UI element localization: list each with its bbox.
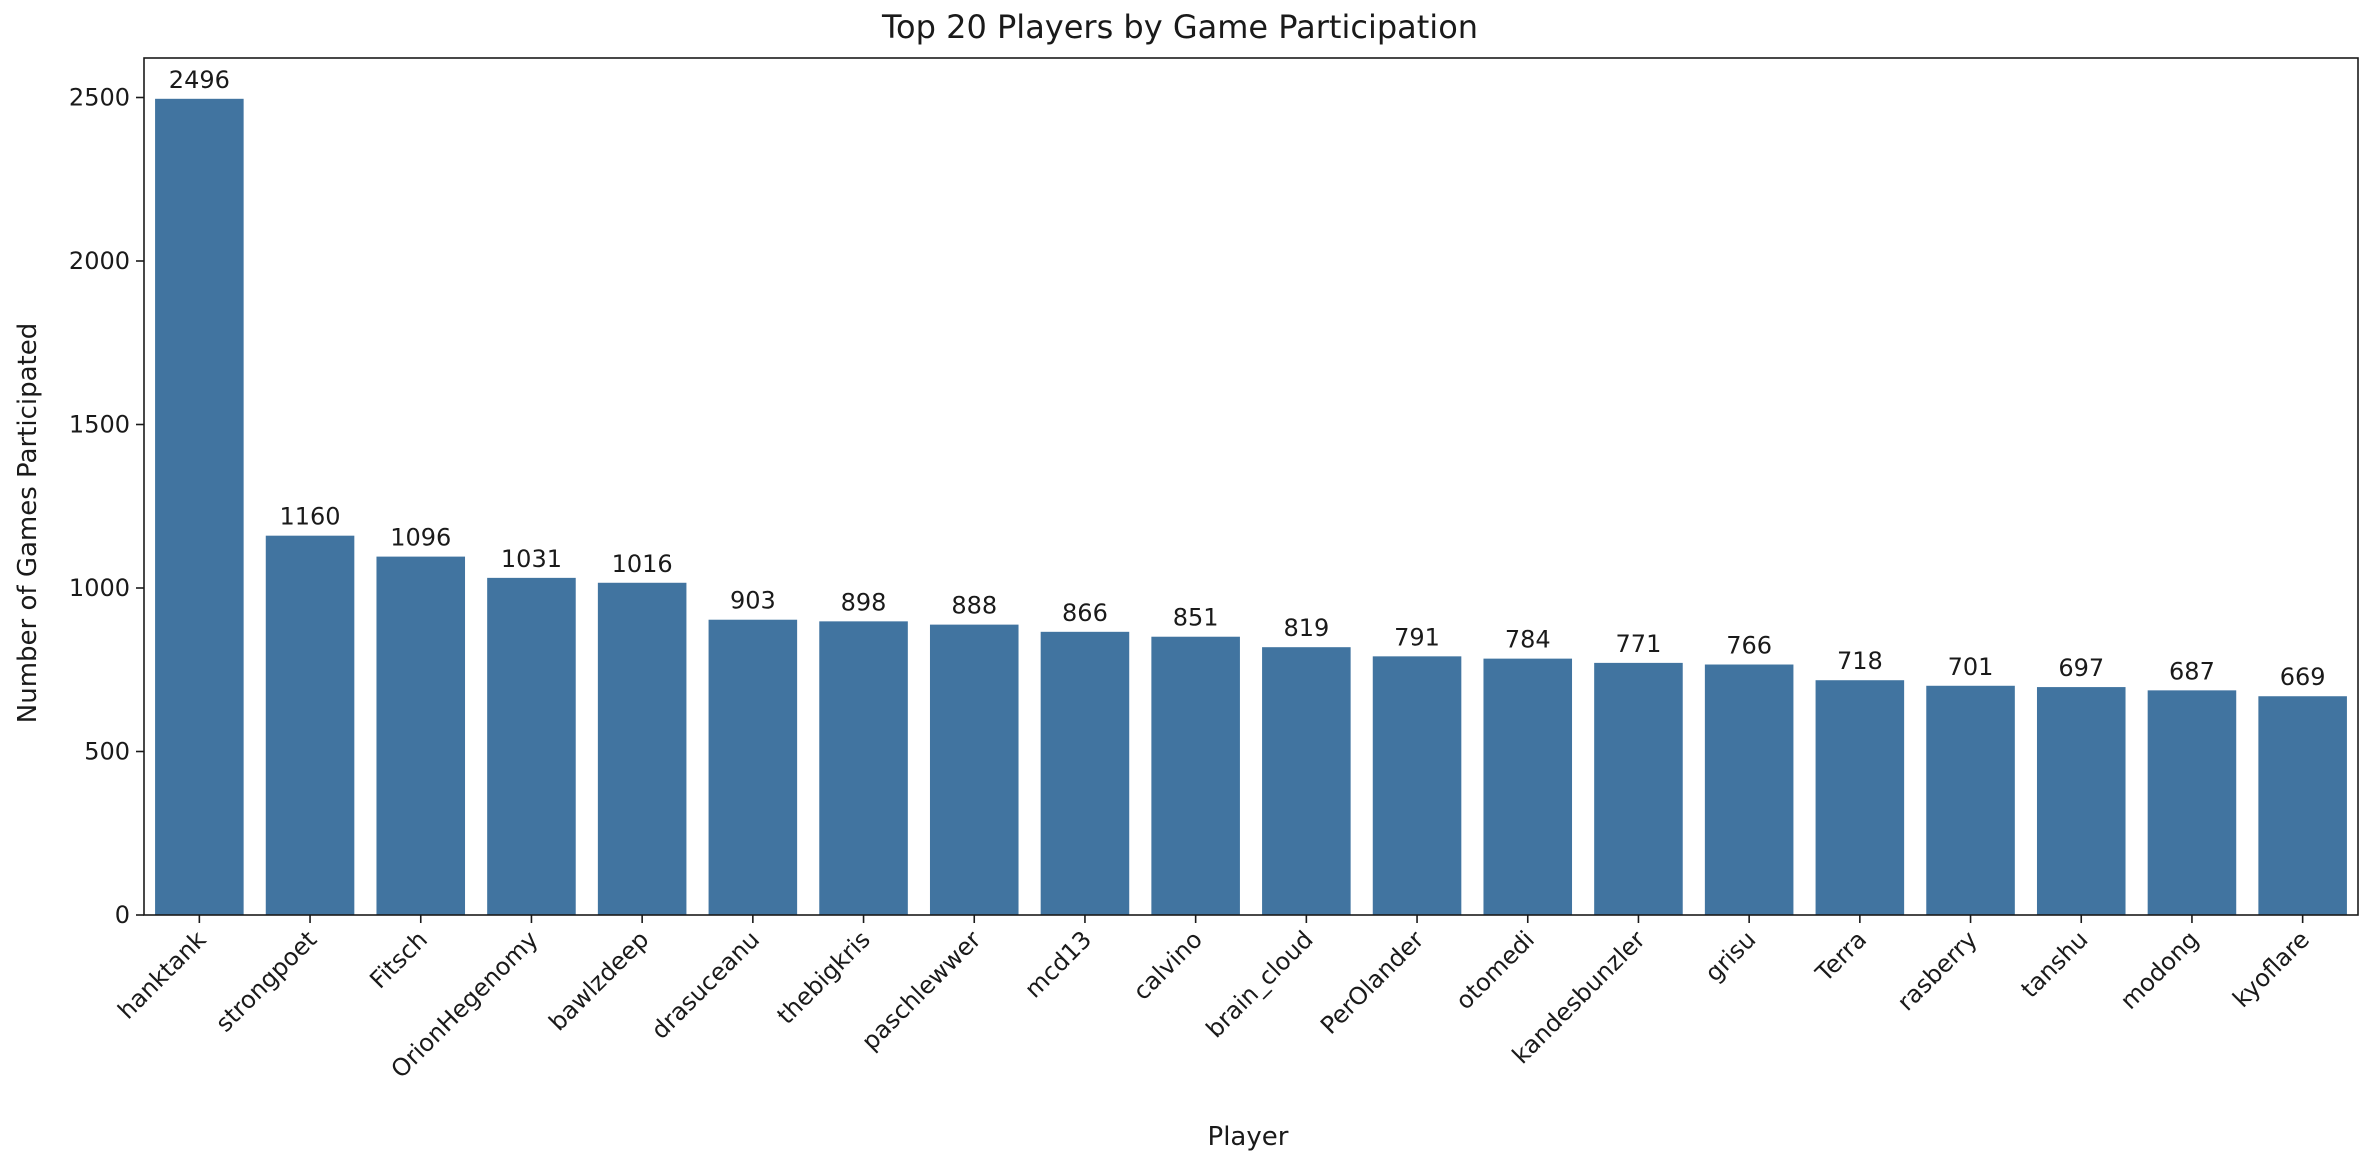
- x-tick-label: otomedi: [1450, 925, 1540, 1015]
- data-label: 2496: [169, 66, 230, 94]
- x-tick-label: rasberry: [1892, 925, 1983, 1016]
- bars-group: [155, 98, 2347, 916]
- bar: [1372, 656, 1462, 915]
- data-label: 851: [1173, 604, 1219, 632]
- data-label: 784: [1505, 626, 1551, 654]
- x-tick-label: bawlzdeep: [543, 925, 654, 1036]
- x-tick-label: paschlewwer: [856, 925, 986, 1055]
- y-tick-label: 1500: [69, 411, 130, 439]
- x-tick-label: thebigkris: [772, 925, 876, 1029]
- data-labels-group: 2496 1160 1096 1031 1016 903 898 888 866 851 819 79…: [169, 66, 2326, 691]
- bar: [1704, 664, 1794, 915]
- x-axis-label: Player: [1208, 1122, 1289, 1152]
- bar: [1926, 685, 2015, 915]
- data-label: 1096: [390, 524, 451, 552]
- data-label: 903: [730, 587, 776, 615]
- data-label: 1160: [280, 503, 341, 531]
- plot-frame: [143, 57, 2359, 916]
- y-tick-label: 0: [115, 901, 130, 929]
- bar: [1594, 662, 1683, 915]
- chart-title: Top 20 Players by Game Participation: [881, 8, 1478, 46]
- y-axis-label: Number of Games Participated: [13, 323, 43, 723]
- y-tick-label: 2500: [69, 84, 130, 112]
- data-label: 866: [1062, 599, 1108, 627]
- x-tick-label: brain_cloud: [1201, 925, 1319, 1043]
- bar: [1040, 631, 1130, 915]
- bar: [376, 556, 466, 915]
- data-label: 1016: [612, 550, 673, 578]
- bar: [819, 621, 908, 915]
- bar: [487, 577, 576, 915]
- data-label: 819: [1283, 614, 1329, 642]
- bar: [2147, 690, 2237, 915]
- y-tick-label: 500: [84, 738, 130, 766]
- x-tick-label: Terra: [1810, 925, 1872, 987]
- x-tick-label: Fitsch: [364, 925, 433, 994]
- bar: [2036, 687, 2126, 915]
- x-tick-label: grisu: [1700, 925, 1762, 987]
- x-tick-label: tanshu: [2016, 925, 2094, 1003]
- x-tick-label: kyoflare: [2227, 925, 2315, 1013]
- data-label: 771: [1616, 630, 1662, 658]
- data-label: 898: [841, 588, 887, 616]
- y-tick-label: 2000: [69, 247, 130, 275]
- bar: [929, 624, 1019, 915]
- y-axis: 0 500 1000 1500 2000 2500: [69, 84, 144, 929]
- bar: [265, 535, 355, 915]
- data-label: 697: [2058, 654, 2104, 682]
- bar: [1483, 658, 1573, 915]
- x-tick-label: drasuceanu: [646, 925, 765, 1044]
- x-tick-label: calvino: [1128, 925, 1208, 1005]
- y-tick-label: 1000: [69, 574, 130, 602]
- bar: [1151, 636, 1240, 915]
- data-label: 1031: [501, 545, 562, 573]
- x-tick-label: hanktank: [112, 925, 211, 1024]
- bar: [155, 98, 244, 916]
- x-tick-label: mcd13: [1019, 925, 1097, 1003]
- x-tick-label: PerOlander: [1315, 925, 1429, 1039]
- bar: [1262, 647, 1351, 915]
- data-label: 791: [1394, 623, 1440, 651]
- data-label: 766: [1726, 632, 1772, 660]
- data-label: 888: [951, 592, 997, 620]
- bar: [708, 619, 798, 915]
- data-label: 687: [2169, 657, 2215, 685]
- data-label: 669: [2280, 663, 2326, 691]
- bar: [1815, 680, 1905, 915]
- bar: [2258, 696, 2347, 915]
- bar: [597, 582, 687, 915]
- x-tick-label: strongpoet: [210, 925, 322, 1037]
- x-tick-label: modong: [2115, 925, 2204, 1014]
- data-label: 718: [1837, 647, 1883, 675]
- data-label: 701: [1948, 653, 1994, 681]
